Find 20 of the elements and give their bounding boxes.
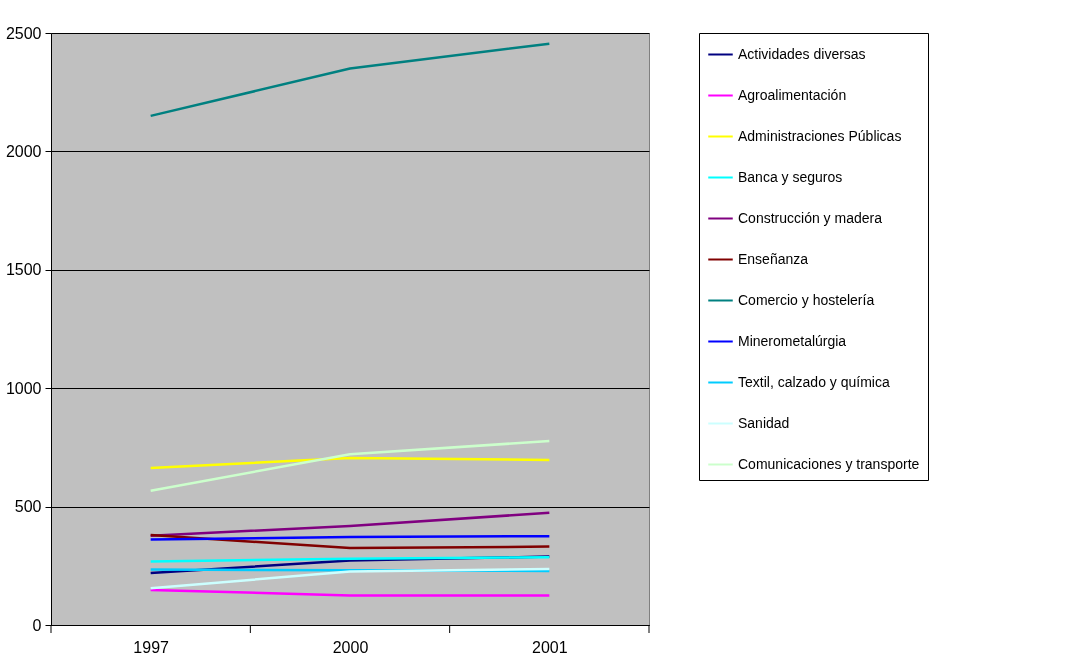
y-tick-label: 2500 [5, 24, 42, 42]
legend-label: Actividades diversas [738, 45, 866, 62]
y-tick-label: 500 [14, 498, 42, 516]
legend-label: Construcción y madera [738, 209, 883, 226]
legend-label: Enseñanza [738, 250, 809, 267]
legend-label: Banca y seguros [738, 168, 843, 185]
legend-label: Comercio y hostelería [738, 291, 875, 308]
x-tick-label: 1997 [133, 638, 170, 656]
legend-label: Minerometalúrgia [738, 332, 847, 349]
legend-label: Agroalimentación [738, 86, 847, 103]
x-tick-label: 2000 [332, 638, 369, 656]
x-tick-label: 2001 [532, 638, 568, 656]
legend-label: Comunicaciones y transporte [738, 455, 920, 472]
y-tick-label: 1000 [5, 379, 42, 397]
y-tick-label: 1500 [5, 261, 42, 279]
legend-label: Sanidad [738, 414, 790, 431]
y-tick-label: 2000 [5, 142, 42, 160]
y-tick-label: 0 [32, 616, 42, 634]
legend-label: Administraciones Públicas [738, 127, 902, 144]
legend-label: Textil, calzado y química [738, 373, 890, 390]
